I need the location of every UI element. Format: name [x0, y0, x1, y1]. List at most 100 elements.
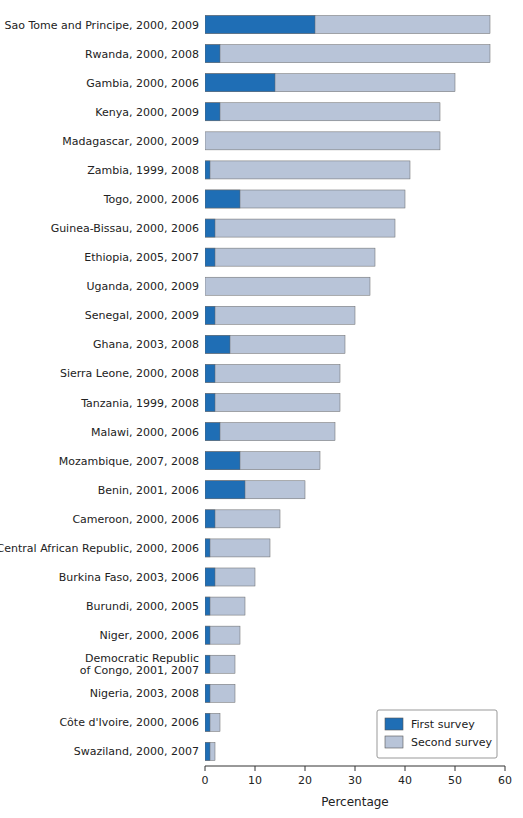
y-tick-label: Cameroon, 2000, 2006 [72, 513, 199, 526]
legend-label: Second survey [411, 736, 492, 749]
y-tick-label-line: Burundi, 2000, 2005 [86, 600, 199, 613]
y-tick-label-line: Ethiopia, 2005, 2007 [84, 251, 199, 264]
y-axis: Sao Tome and Principe, 2000, 2009Rwanda,… [0, 19, 199, 759]
y-tick-label: Benin, 2001, 2006 [98, 484, 199, 497]
bar [205, 626, 240, 644]
bar [205, 655, 235, 673]
x-axis-label: Percentage [321, 795, 389, 809]
x-tick-label: 60 [498, 774, 512, 787]
bar [205, 364, 215, 382]
bar [205, 452, 240, 470]
y-tick-label-line: Madagascar, 2000, 2009 [62, 135, 199, 148]
x-tick [505, 766, 506, 771]
y-tick-label-line: Tanzania, 1999, 2008 [80, 397, 199, 410]
bar [205, 74, 275, 92]
x-tick-label: 20 [298, 774, 312, 787]
y-tick-label-line: Central African Republic, 2000, 2006 [0, 542, 199, 555]
y-tick-label: Sao Tome and Principe, 2000, 2009 [4, 19, 199, 32]
y-tick-label-line: Guinea-Bissau, 2000, 2006 [51, 222, 199, 235]
y-tick-label-line: Uganda, 2000, 2009 [87, 280, 199, 293]
y-tick-label: Central African Republic, 2000, 2006 [0, 542, 199, 555]
y-tick-label: Ghana, 2003, 2008 [93, 338, 199, 351]
chart-container: Sao Tome and Principe, 2000, 2009Rwanda,… [0, 0, 523, 818]
y-tick-label: Swaziland, 2000, 2007 [74, 745, 199, 758]
y-tick-label-line: Niger, 2000, 2006 [99, 629, 199, 642]
bar [205, 713, 220, 731]
bar [205, 132, 440, 150]
x-axis: 0102030405060Percentage [202, 766, 513, 809]
y-tick-label-line: Côte d'Ivoire, 2000, 2006 [59, 716, 199, 729]
bar [205, 132, 206, 150]
bars [205, 16, 490, 761]
bar [205, 190, 405, 208]
bar [205, 161, 210, 179]
bar [205, 248, 375, 266]
y-tick-label: Sierra Leone, 2000, 2008 [60, 367, 199, 380]
bar [205, 45, 490, 63]
bar [205, 306, 215, 324]
x-tick-label: 10 [248, 774, 262, 787]
y-tick-label: Malawi, 2000, 2006 [91, 426, 199, 439]
y-tick-label: Guinea-Bissau, 2000, 2006 [51, 222, 199, 235]
bar [205, 161, 410, 179]
y-tick-label: Democratic Republicof Congo, 2001, 2007 [80, 652, 199, 677]
x-tick [255, 766, 256, 771]
y-tick-label: Burundi, 2000, 2005 [86, 600, 199, 613]
x-tick-label: 0 [202, 774, 209, 787]
bar [205, 510, 215, 528]
y-tick-label-line: Sierra Leone, 2000, 2008 [60, 367, 199, 380]
y-tick-label-line: Nigeria, 2003, 2008 [90, 687, 199, 700]
bar [205, 248, 215, 266]
y-tick-label: Senegal, 2000, 2009 [85, 309, 199, 322]
bar [205, 568, 215, 586]
legend-swatch [385, 736, 403, 748]
bar [205, 481, 305, 499]
y-tick-label: Zambia, 1999, 2008 [87, 164, 199, 177]
bar [205, 103, 220, 121]
bar [205, 277, 206, 295]
y-tick-label-line: Kenya, 2000, 2009 [95, 106, 199, 119]
y-tick-label: Nigeria, 2003, 2008 [90, 687, 199, 700]
bar [205, 539, 270, 557]
bar [205, 45, 220, 63]
bar [205, 539, 210, 557]
y-tick-label-line: of Congo, 2001, 2007 [80, 664, 199, 677]
bar [205, 684, 210, 702]
bar [205, 423, 335, 441]
bar [205, 742, 210, 760]
bar [205, 335, 230, 353]
y-tick-label-line: Burkina Faso, 2003, 2006 [59, 571, 199, 584]
y-tick-label: Burkina Faso, 2003, 2006 [59, 571, 199, 584]
x-tick-label: 50 [448, 774, 462, 787]
legend-frame [377, 710, 497, 758]
bar [205, 306, 355, 324]
bar [205, 713, 210, 731]
bar [205, 742, 215, 760]
y-tick-label: Ethiopia, 2005, 2007 [84, 251, 199, 264]
y-tick-label: Gambia, 2000, 2006 [86, 77, 199, 90]
x-tick [205, 766, 206, 771]
y-tick-label-line: Togo, 2000, 2006 [103, 193, 199, 206]
y-tick-label: Mozambique, 2007, 2008 [59, 455, 199, 468]
y-tick-label-line: Zambia, 1999, 2008 [87, 164, 199, 177]
bar [205, 74, 455, 92]
bar [205, 190, 240, 208]
bar [205, 364, 340, 382]
bar [205, 277, 370, 295]
y-tick-label: Madagascar, 2000, 2009 [62, 135, 199, 148]
bar [205, 423, 220, 441]
bar [205, 16, 490, 34]
bar [205, 510, 280, 528]
background [0, 0, 523, 818]
y-tick-label: Côte d'Ivoire, 2000, 2006 [59, 716, 199, 729]
bar [205, 335, 345, 353]
bar [205, 597, 210, 615]
bar [205, 219, 395, 237]
y-tick-label: Niger, 2000, 2006 [99, 629, 199, 642]
x-tick [405, 766, 406, 771]
bar [205, 394, 340, 412]
y-tick-label-line: Benin, 2001, 2006 [98, 484, 199, 497]
y-tick-label-line: Cameroon, 2000, 2006 [72, 513, 199, 526]
x-tick-label: 40 [398, 774, 412, 787]
bar [205, 568, 255, 586]
